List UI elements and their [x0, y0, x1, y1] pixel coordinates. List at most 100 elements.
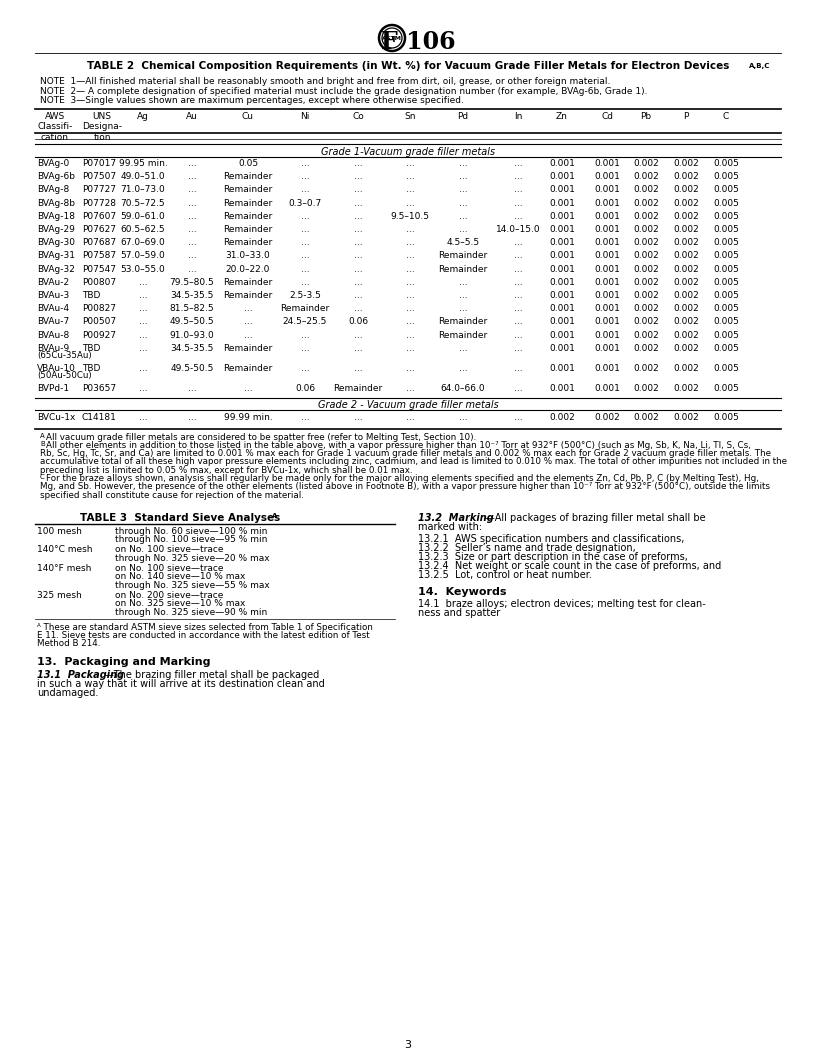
Text: ...: ... [353, 172, 362, 182]
Text: 0.001: 0.001 [594, 291, 620, 300]
Text: ...: ... [514, 331, 522, 340]
Text: 0.001: 0.001 [594, 304, 620, 314]
Text: ...: ... [514, 251, 522, 261]
Text: Au: Au [186, 112, 198, 121]
Text: ...: ... [139, 331, 148, 340]
Text: VBAu-10: VBAu-10 [37, 364, 76, 373]
Text: ...: ... [300, 159, 309, 168]
Text: P07627: P07627 [82, 225, 116, 234]
Text: through No. 325 sieve—90 % min: through No. 325 sieve—90 % min [115, 608, 268, 617]
Text: 0.002: 0.002 [673, 278, 698, 287]
Text: 0.002: 0.002 [633, 304, 659, 314]
Text: ...: ... [139, 304, 148, 314]
Text: ...: ... [514, 384, 522, 393]
Text: F 106: F 106 [381, 30, 455, 54]
Text: preceding list is limited to 0.05 % max, except for BVCu-1x, which shall be 0.01: preceding list is limited to 0.05 % max,… [40, 466, 413, 475]
Text: 0.005: 0.005 [713, 172, 739, 182]
Text: accumulative total of all these high vapor pressure elements including zinc, cad: accumulative total of all these high vap… [40, 457, 787, 467]
Text: Cu: Cu [242, 112, 254, 121]
Text: BVPd-1: BVPd-1 [37, 384, 69, 393]
Text: ...: ... [139, 413, 148, 422]
Text: Grade 1-Vacuum grade filler metals: Grade 1-Vacuum grade filler metals [321, 147, 495, 157]
Text: 49.0–51.0: 49.0–51.0 [121, 172, 166, 182]
Text: ...: ... [406, 318, 415, 326]
Text: 0.001: 0.001 [549, 318, 575, 326]
Text: 0.001: 0.001 [549, 304, 575, 314]
Text: E 11. Sieve tests are conducted in accordance with the latest edition of Test: E 11. Sieve tests are conducted in accor… [37, 631, 370, 640]
Text: on No. 140 sieve—10 % max: on No. 140 sieve—10 % max [115, 572, 246, 582]
Text: 20.0–22.0: 20.0–22.0 [226, 265, 270, 274]
Text: For the braze alloys shown, analysis shall regularly be made only for the major : For the braze alloys shown, analysis sha… [46, 474, 759, 483]
Text: 0.002: 0.002 [673, 304, 698, 314]
Text: 67.0–69.0: 67.0–69.0 [121, 239, 166, 247]
Text: 0.005: 0.005 [713, 212, 739, 221]
Text: 0.001: 0.001 [549, 159, 575, 168]
Text: 0.001: 0.001 [594, 186, 620, 194]
Text: 325 mesh: 325 mesh [37, 591, 82, 600]
Text: ...: ... [514, 265, 522, 274]
Text: Zn: Zn [556, 112, 568, 121]
Text: 0.005: 0.005 [713, 413, 739, 422]
Text: 0.005: 0.005 [713, 331, 739, 340]
Text: 0.3–0.7: 0.3–0.7 [288, 199, 322, 208]
Text: 0.001: 0.001 [549, 251, 575, 261]
Text: B: B [40, 441, 45, 447]
Text: 0.002: 0.002 [594, 413, 620, 422]
Text: P07507: P07507 [82, 172, 116, 182]
Text: ...: ... [244, 304, 252, 314]
Text: 0.002: 0.002 [633, 159, 659, 168]
Text: ...: ... [353, 159, 362, 168]
Text: ...: ... [300, 265, 309, 274]
Text: Remainder: Remainder [224, 225, 273, 234]
Text: ASTM: ASTM [382, 36, 402, 40]
Text: ...: ... [353, 212, 362, 221]
Text: through No. 325 sieve—55 % max: through No. 325 sieve—55 % max [115, 581, 270, 590]
Text: ...: ... [353, 291, 362, 300]
Text: in such a way that it will arrive at its destination clean and: in such a way that it will arrive at its… [37, 679, 325, 689]
Text: Ag: Ag [137, 112, 149, 121]
Text: 0.001: 0.001 [594, 278, 620, 287]
Text: 0.001: 0.001 [549, 291, 575, 300]
Text: Method B 214.: Method B 214. [37, 639, 100, 648]
Text: ...: ... [406, 172, 415, 182]
Text: 0.002: 0.002 [633, 212, 659, 221]
Text: Remainder: Remainder [224, 364, 273, 373]
Text: 0.001: 0.001 [594, 225, 620, 234]
Text: ...: ... [353, 265, 362, 274]
Text: ...: ... [300, 364, 309, 373]
Text: P00807: P00807 [82, 278, 116, 287]
Text: 14.1  braze alloys; electron devices; melting test for clean-: 14.1 braze alloys; electron devices; mel… [418, 599, 706, 609]
Text: BVAg-8b: BVAg-8b [37, 199, 75, 208]
Text: through No. 60 sieve—100 % min: through No. 60 sieve—100 % min [115, 527, 268, 536]
Text: 13.2.5  Lot, control or heat number.: 13.2.5 Lot, control or heat number. [418, 570, 592, 580]
Text: ᴬ These are standard ASTM sieve sizes selected from Table 1 of Specification: ᴬ These are standard ASTM sieve sizes se… [37, 623, 373, 631]
Text: ...: ... [406, 331, 415, 340]
Text: 0.002: 0.002 [633, 331, 659, 340]
Text: In: In [514, 112, 522, 121]
Text: BVAg-31: BVAg-31 [37, 251, 75, 261]
Text: ...: ... [353, 239, 362, 247]
Text: BVAg-30: BVAg-30 [37, 239, 75, 247]
Text: 0.002: 0.002 [673, 199, 698, 208]
Text: Pb: Pb [641, 112, 651, 121]
Text: Grade 2 - Vacuum grade filler metals: Grade 2 - Vacuum grade filler metals [317, 400, 499, 411]
Text: 0.001: 0.001 [549, 186, 575, 194]
Text: 34.5-35.5: 34.5-35.5 [171, 344, 214, 353]
Text: 0.06: 0.06 [348, 318, 368, 326]
Text: ...: ... [406, 278, 415, 287]
Text: ...: ... [188, 239, 197, 247]
Text: ...: ... [514, 159, 522, 168]
Text: —The brazing filler metal shall be packaged: —The brazing filler metal shall be packa… [104, 670, 319, 680]
Text: ...: ... [459, 291, 468, 300]
Text: 0.001: 0.001 [594, 159, 620, 168]
Text: 0.002: 0.002 [673, 239, 698, 247]
Text: 0.001: 0.001 [594, 172, 620, 182]
Text: 0.002: 0.002 [673, 159, 698, 168]
Text: 0.005: 0.005 [713, 251, 739, 261]
Text: ...: ... [514, 186, 522, 194]
Text: 0.002: 0.002 [633, 265, 659, 274]
Text: ...: ... [459, 172, 468, 182]
Text: ...: ... [514, 364, 522, 373]
Text: marked with:: marked with: [418, 522, 482, 532]
Text: 81.5–82.5: 81.5–82.5 [170, 304, 215, 314]
